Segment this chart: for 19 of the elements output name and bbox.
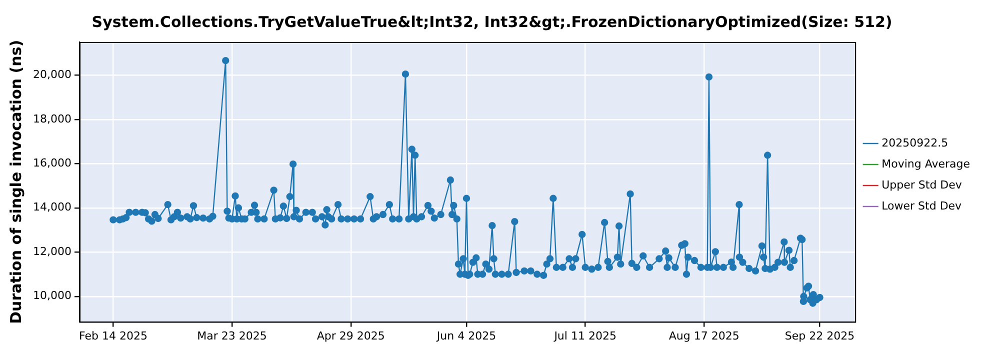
y-tick-label: 10,000 <box>32 289 72 302</box>
legend-label: 20250922.5 <box>882 136 948 150</box>
legend-label: Moving Average <box>882 157 970 170</box>
y-tick-label: 18,000 <box>32 112 72 126</box>
y-tick-label: 12,000 <box>32 244 72 258</box>
y-tick-label: 14,000 <box>32 200 72 214</box>
x-tick-label: Mar 23 2025 <box>197 329 267 342</box>
y-tick-label: 20,000 <box>32 68 72 82</box>
x-tick-label: Feb 14 2025 <box>78 329 148 342</box>
chart-title: System.Collections.TryGetValueTrue&lt;Int32, Int32&gt;.FrozenDictionaryOptimized(Size: 512) <box>92 12 892 31</box>
x-tick-label: Apr 29 2025 <box>316 329 385 342</box>
legend-label: Lower Std Dev <box>882 199 962 212</box>
x-tick-label: Jun 4 2025 <box>436 329 496 342</box>
x-tick-label: Aug 17 2025 <box>668 329 740 342</box>
y-axis-title: Duration of single invocation (ns) <box>6 40 25 324</box>
x-tick-label: Sep 22 2025 <box>784 329 855 342</box>
x-tick-label: Jul 11 2025 <box>553 329 616 342</box>
y-tick-label: 16,000 <box>32 156 72 170</box>
legend-label: Upper Std Dev <box>882 178 962 192</box>
